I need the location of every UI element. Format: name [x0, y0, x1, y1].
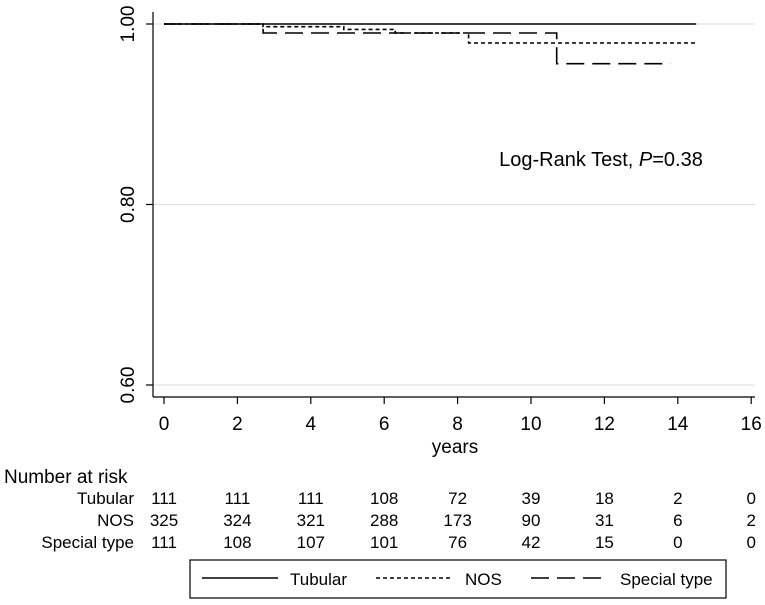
legend: Tubular NOS Special type	[189, 559, 727, 599]
x-tick-label: 2	[232, 414, 243, 435]
series-special-type	[164, 23, 671, 65]
legend-label: NOS	[465, 570, 502, 589]
series-nos	[164, 23, 697, 44]
risk-count: 42	[522, 533, 541, 552]
risk-count: 2	[746, 511, 755, 530]
x-tick-label: 4	[306, 414, 317, 435]
risk-count: 0	[673, 533, 682, 552]
risk-count: 111	[298, 489, 324, 508]
risk-count: 18	[595, 489, 614, 508]
risk-count: 321	[297, 511, 325, 530]
risk-row-label: NOS	[97, 511, 134, 530]
risk-count: 107	[297, 533, 325, 552]
risk-count: 76	[448, 533, 467, 552]
risk-count: 288	[370, 511, 398, 530]
risk-count: 325	[150, 511, 178, 530]
risk-count: 111	[151, 489, 177, 508]
annotation: Log-Rank Test, P=0.38	[499, 149, 703, 171]
risk-count: 6	[673, 511, 682, 530]
x-tick-label: 12	[594, 414, 615, 435]
risk-count: 324	[223, 511, 251, 530]
legend-label: Special type	[620, 570, 713, 589]
risk-row-label: Tubular	[77, 489, 134, 508]
risk-count: 2	[673, 489, 682, 508]
grid-lines	[154, 23, 755, 386]
risk-table: Tubular 111 111 111 108 72 39 18 2 0 NOS 325 324 321 2…	[41, 489, 756, 552]
risk-count: 31	[595, 511, 614, 530]
x-tick-label: 6	[379, 414, 390, 435]
y-tick-label: 0.80	[118, 186, 139, 223]
risk-count: 0	[746, 533, 755, 552]
x-tick-label: 0	[159, 414, 170, 435]
risk-count: 90	[522, 511, 541, 530]
risk-count: 101	[370, 533, 398, 552]
x-tick-label: 16	[741, 414, 762, 435]
legend-box	[189, 559, 727, 599]
risk-count: 111	[224, 489, 250, 508]
risk-count: 111	[151, 533, 177, 552]
y-tick-label: 1.00	[118, 6, 139, 43]
risk-count: 108	[223, 533, 251, 552]
risk-count: 0	[746, 489, 755, 508]
risk-row-label: Special type	[41, 533, 134, 552]
risk-count: 108	[370, 489, 398, 508]
risk-count: 15	[595, 533, 614, 552]
survival-curves	[164, 23, 697, 65]
x-tick-label: 14	[667, 414, 689, 435]
x-axis-label: years	[432, 437, 478, 458]
x-tick-label: 8	[452, 414, 463, 435]
risk-count: 39	[522, 489, 541, 508]
y-tick-label: 0.60	[118, 367, 139, 404]
x-tick-label: 10	[520, 414, 541, 435]
legend-label: Tubular	[290, 570, 347, 589]
risk-table-title: Number at risk	[4, 467, 128, 488]
axes: 0.60 0.80 1.00 0 2 4 6 8 10 12 14 16	[118, 6, 762, 435]
risk-count: 173	[443, 511, 471, 530]
risk-count: 72	[448, 489, 467, 508]
